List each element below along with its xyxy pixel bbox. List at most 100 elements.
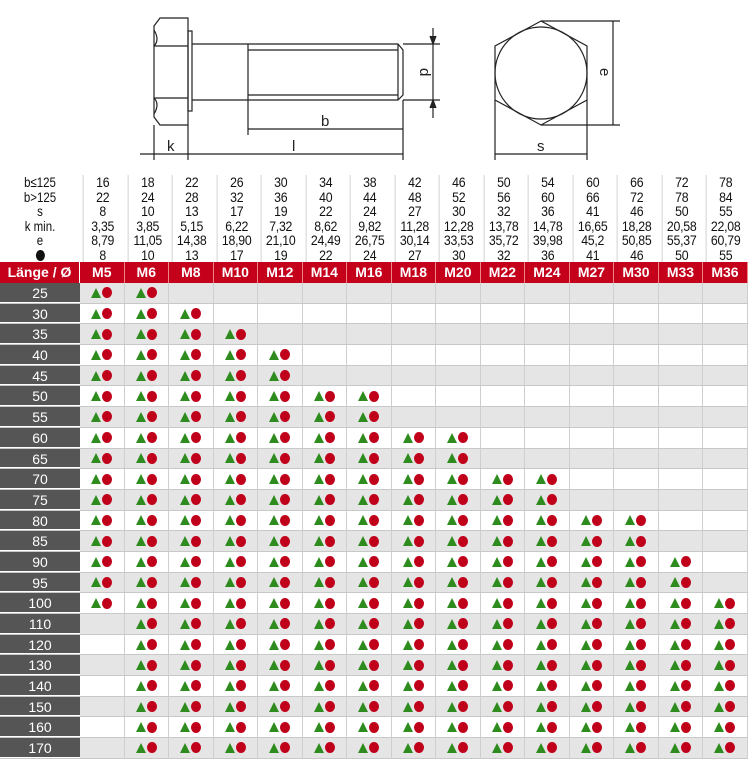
table-cell [125, 283, 170, 303]
table-cell [214, 365, 259, 386]
triangle-icon [491, 598, 502, 609]
circle-icon [547, 473, 558, 485]
table-cell [214, 593, 259, 613]
triangle-icon [313, 722, 324, 733]
circle-icon [146, 432, 157, 444]
circle-icon [191, 535, 202, 547]
circle-icon [369, 576, 380, 588]
triangle-icon [402, 618, 413, 629]
spec-value: 50 [661, 204, 700, 219]
circle-icon [502, 494, 513, 506]
table-cell [614, 303, 659, 324]
table-cell [80, 345, 125, 365]
table-cell [525, 489, 570, 510]
table-cell [481, 448, 526, 469]
spec-value: 46 [438, 175, 478, 190]
circle-icon [280, 680, 291, 692]
table-cell [525, 407, 570, 427]
table-cell [703, 303, 748, 324]
triangle-icon [180, 536, 191, 547]
circle-icon [413, 556, 424, 568]
header-size-m27: M27 [570, 262, 615, 283]
table-cell [303, 551, 348, 572]
circle-icon [502, 514, 513, 526]
triangle-icon [313, 742, 324, 753]
table-cell [481, 324, 526, 345]
table-cell [80, 448, 125, 469]
triangle-icon [580, 639, 591, 650]
table-cell [214, 386, 259, 407]
table-cell [659, 365, 704, 386]
table-cell [436, 738, 481, 758]
table-cell [392, 738, 437, 758]
bolt-head-top-view [494, 20, 620, 160]
triangle-icon [313, 577, 324, 588]
circle-icon [280, 597, 291, 609]
table-cell [525, 738, 570, 758]
table-row: 30 [0, 303, 748, 325]
triangle-icon [91, 453, 102, 464]
table-cell [481, 345, 526, 365]
spec-value: 30 [260, 175, 300, 190]
triangle-icon [180, 618, 191, 629]
circle-icon [458, 618, 469, 630]
triangle-icon [135, 453, 146, 464]
triangle-icon [580, 598, 591, 609]
spec-value: 46 [616, 247, 656, 262]
circle-icon [413, 680, 424, 692]
table-cell [614, 510, 659, 531]
circle-icon [369, 701, 380, 713]
circle-icon [458, 494, 469, 506]
spec-value: 22,08 [705, 218, 745, 233]
table-cell [659, 551, 704, 572]
circle-icon [191, 473, 202, 485]
table-cell [80, 676, 125, 696]
row-length-label: 30 [0, 303, 80, 324]
triangle-icon [91, 370, 102, 381]
table-cell [703, 614, 748, 634]
circle-icon [280, 659, 291, 671]
table-cell [125, 593, 170, 613]
table-row: 70 [0, 469, 748, 490]
table-cell [614, 551, 659, 572]
triangle-icon [135, 391, 146, 402]
circle-icon [280, 411, 291, 423]
row-length-label: 90 [0, 551, 80, 572]
table-cell [80, 303, 125, 324]
table-cell [80, 655, 125, 676]
table-cell [481, 696, 526, 717]
triangle-icon [358, 660, 369, 671]
spec-value: 36 [527, 204, 567, 219]
circle-icon [324, 494, 335, 506]
circle-icon [235, 514, 246, 526]
spec-value: 8,62 [305, 218, 344, 233]
row-length-label: 40 [0, 345, 80, 365]
table-cell [481, 655, 526, 676]
circle-icon [458, 742, 469, 754]
triangle-icon [180, 391, 191, 402]
circle-icon [324, 473, 335, 485]
table-cell [347, 427, 392, 448]
table-cell [436, 407, 481, 427]
circle-icon [502, 680, 513, 692]
spec-value: 8 [82, 204, 122, 219]
table-cell [436, 469, 481, 489]
table-cell [258, 551, 303, 572]
spec-value: 52 [438, 189, 478, 204]
circle-icon [636, 514, 647, 526]
circle-icon [725, 618, 736, 630]
circle-icon [591, 556, 602, 568]
spec-value: 6,22 [216, 218, 255, 233]
spec-value: 35,72 [483, 233, 522, 248]
triangle-icon [358, 536, 369, 547]
table-cell [659, 717, 704, 738]
table-cell [481, 510, 526, 531]
triangle-icon [180, 639, 191, 650]
table-row: 160 [0, 717, 748, 739]
table-row: 80 [0, 510, 748, 532]
triangle-icon [402, 494, 413, 505]
circle-icon [191, 639, 202, 651]
circle-icon [235, 597, 246, 609]
circle-icon [547, 639, 558, 651]
circle-icon [324, 597, 335, 609]
